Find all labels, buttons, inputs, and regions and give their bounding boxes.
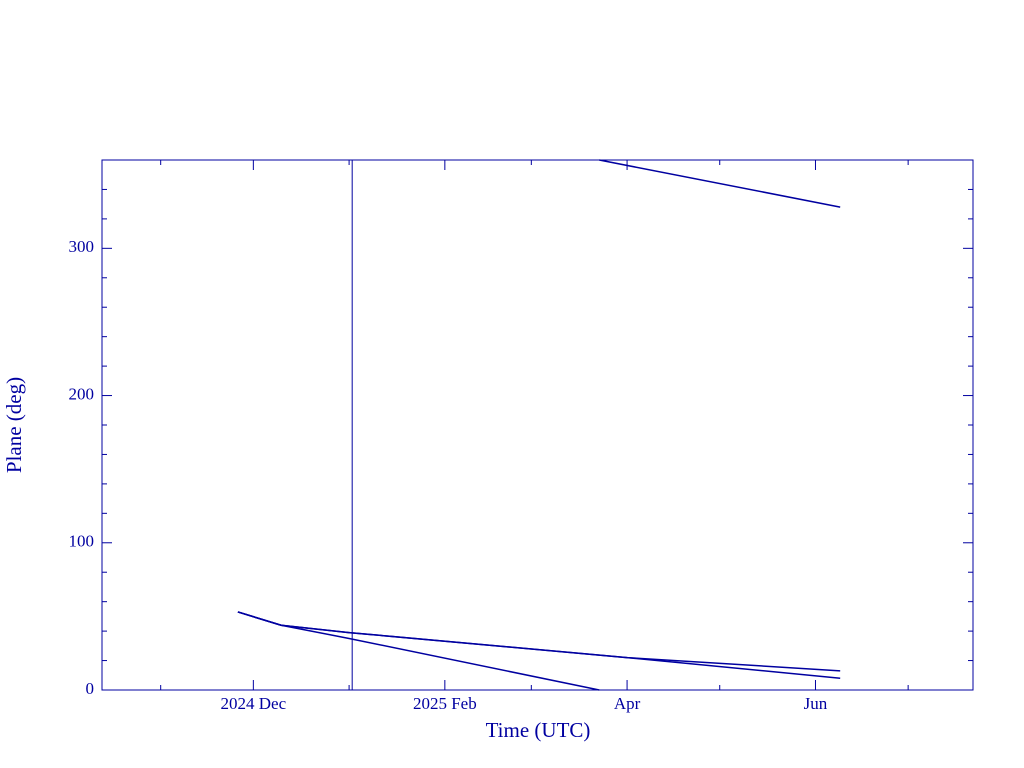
- x-tick-label: 2024 Dec: [221, 694, 287, 713]
- y-tick-label: 0: [86, 679, 95, 698]
- data-line: [237, 159, 841, 691]
- x-tick-label: 2025 Feb: [413, 694, 477, 713]
- y-tick-label: 100: [69, 532, 95, 551]
- data-line: [237, 611, 841, 672]
- plot-frame: [101, 159, 974, 691]
- x-tick-label: Jun: [804, 694, 828, 713]
- data-line: [237, 611, 841, 679]
- y-tick-label: 200: [69, 384, 95, 403]
- x-axis-label: Time (UTC): [486, 718, 591, 742]
- y-tick-label: 300: [69, 237, 95, 256]
- x-tick-label: Apr: [614, 694, 641, 713]
- y-axis-label: Plane (deg): [2, 377, 26, 473]
